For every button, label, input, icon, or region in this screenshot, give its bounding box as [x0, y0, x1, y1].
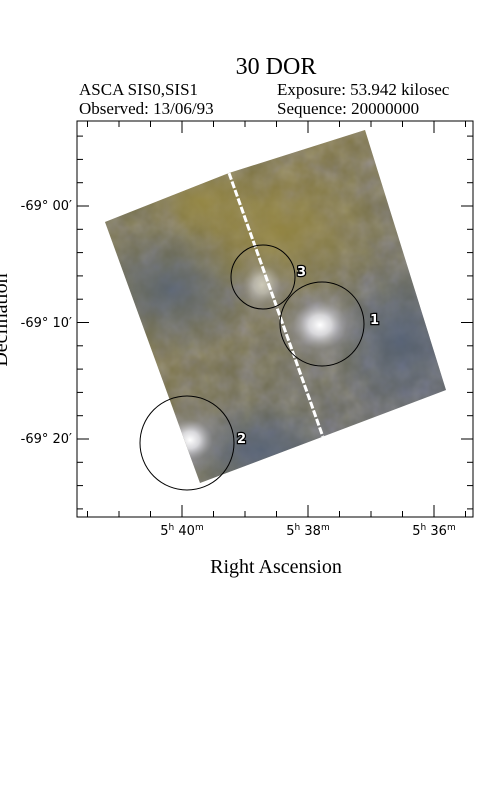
observed-date: Observed: 13/06/93: [79, 99, 214, 118]
y-tick-label: -69° 20′: [21, 432, 72, 447]
source-circle-2[interactable]: [139, 395, 235, 491]
x-tick-label: 5h 36m: [412, 523, 455, 539]
y-tick-label: -69° 00′: [21, 199, 72, 214]
y-axis-title: Declination: [0, 273, 12, 366]
sequence-label: Sequence: 20000000: [277, 99, 420, 118]
source-circle-1[interactable]: [279, 281, 365, 367]
x-tick-label: 5h 38m: [286, 523, 329, 539]
instrument-label: ASCA SIS0,SIS1: [79, 80, 199, 99]
exposure-label: Exposure: 53.942 kilosec: [277, 80, 450, 99]
xray-image: [105, 130, 446, 483]
source-label-3: 3: [297, 265, 306, 280]
plot-frame: [76, 120, 474, 518]
axis-ticks: [77, 121, 473, 517]
x-axis-title: Right Ascension: [210, 556, 342, 578]
y-tick-label: -69° 10′: [21, 316, 72, 331]
plot-title: 30 DOR: [235, 54, 317, 80]
source-label-1: 1: [370, 313, 379, 328]
source-circle-3[interactable]: [230, 244, 296, 310]
source-label-2: 2: [237, 432, 246, 447]
x-tick-label: 5h 40m: [160, 523, 203, 539]
